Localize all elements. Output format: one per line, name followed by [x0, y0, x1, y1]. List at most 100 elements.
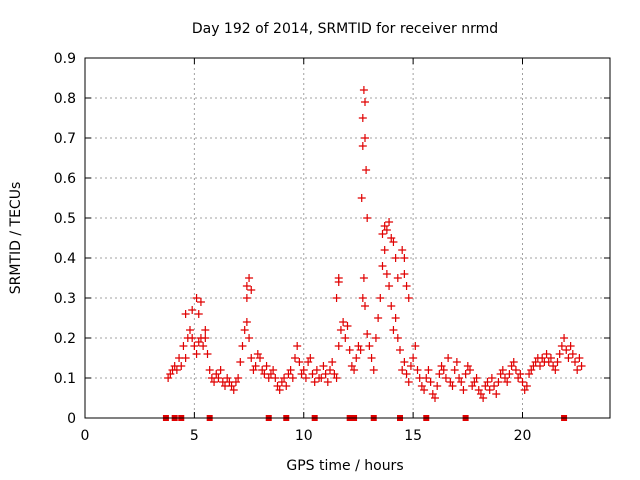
- data-point: [422, 374, 431, 382]
- data-point: [382, 226, 391, 234]
- data-point: [365, 342, 374, 350]
- data-point: [369, 366, 378, 374]
- data-point: [240, 326, 249, 334]
- y-tick-label: 0.8: [54, 91, 76, 107]
- y-tick-label: 0: [67, 411, 76, 427]
- data-point: [172, 366, 181, 374]
- data-point: [575, 354, 584, 362]
- data-point: [363, 330, 372, 338]
- data-point: [507, 362, 516, 370]
- data-point: [380, 246, 389, 254]
- data-point: [358, 294, 367, 302]
- data-point: [361, 98, 369, 106]
- data-point: [393, 274, 402, 282]
- data-point: [483, 378, 492, 386]
- data-point: [474, 386, 483, 394]
- x-tick-label: 0: [81, 428, 90, 444]
- data-point: [214, 374, 223, 382]
- data-point: [525, 370, 534, 378]
- data-point: [479, 394, 488, 402]
- data-point: [345, 346, 354, 354]
- data-point: [448, 382, 457, 390]
- data-point: [262, 362, 271, 370]
- data-point: [518, 378, 527, 386]
- data-point: [223, 374, 232, 382]
- data-point: [385, 218, 394, 226]
- data-point: [271, 374, 280, 382]
- data-point: [463, 362, 472, 370]
- data-point: [387, 302, 396, 310]
- data-point: [286, 366, 295, 374]
- data-point: [358, 114, 367, 122]
- data-point: [188, 306, 197, 314]
- data-point: [247, 354, 256, 362]
- data-point: [236, 358, 245, 366]
- x-tick-label: 5: [190, 428, 199, 444]
- data-point: [308, 370, 317, 378]
- data-point: [450, 366, 459, 374]
- data-point: [231, 378, 240, 386]
- data-point: [437, 362, 446, 370]
- data-point: [391, 254, 400, 262]
- data-point: [242, 282, 251, 290]
- data-point: [564, 354, 573, 362]
- data-point: [258, 366, 267, 374]
- data-point: [256, 354, 264, 362]
- data-point: [549, 362, 558, 370]
- data-point: [332, 374, 341, 382]
- data-point: [385, 282, 394, 290]
- data-point: [417, 382, 426, 390]
- data-point: [485, 386, 494, 394]
- data-point: [411, 342, 420, 350]
- data-point: [505, 370, 514, 378]
- data-point: [328, 358, 337, 366]
- data-point: [391, 314, 400, 322]
- data-point: [439, 366, 448, 374]
- data-point: [299, 366, 308, 374]
- data-point: [242, 294, 251, 302]
- y-axis-label: SRMTID / TECUs: [8, 182, 24, 295]
- data-point: [166, 370, 175, 378]
- data-point: [216, 366, 225, 374]
- data-point: [393, 334, 402, 342]
- data-point: [334, 342, 343, 350]
- data-point: [291, 354, 299, 362]
- data-point: [516, 370, 525, 378]
- data-point: [275, 386, 284, 394]
- data-point: [560, 334, 569, 342]
- data-point: [358, 142, 367, 150]
- data-point: [498, 366, 507, 374]
- data-point: [321, 370, 330, 378]
- data-point: [317, 374, 326, 382]
- chart-title: Day 192 of 2014, SRMTID for receiver nrm…: [192, 21, 498, 37]
- data-point: [343, 322, 352, 330]
- data-point: [487, 374, 496, 382]
- data-point: [509, 358, 518, 366]
- data-point: [571, 358, 579, 366]
- data-point: [266, 370, 275, 378]
- data-point: [273, 382, 282, 390]
- data-point: [441, 374, 450, 382]
- data-point: [177, 362, 186, 370]
- data-point: [404, 378, 413, 386]
- data-point: [310, 378, 319, 386]
- y-tick-label: 0.5: [54, 211, 76, 227]
- x-tick-label: 10: [295, 428, 313, 444]
- data-point: [431, 394, 439, 402]
- data-point: [192, 350, 201, 358]
- data-point: [468, 382, 477, 390]
- data-point: [363, 214, 372, 222]
- data-point: [433, 382, 442, 390]
- data-point: [288, 374, 297, 382]
- data-point: [188, 334, 197, 342]
- data-point: [362, 166, 371, 174]
- x-tick-label: 15: [404, 428, 422, 444]
- data-point: [542, 350, 551, 358]
- data-point: [330, 370, 339, 378]
- data-point: [428, 390, 437, 398]
- data-point: [341, 334, 350, 342]
- data-point: [389, 326, 398, 334]
- y-tick-label: 0.7: [54, 131, 76, 147]
- data-point: [444, 354, 453, 362]
- data-point: [546, 354, 555, 362]
